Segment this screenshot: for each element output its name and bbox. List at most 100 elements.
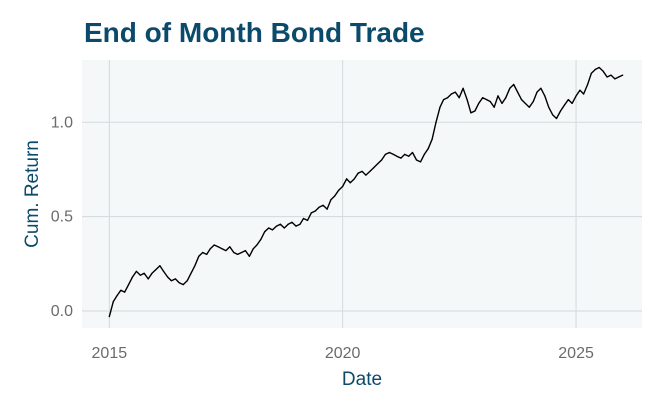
data-point	[478, 102, 480, 104]
data-point	[306, 219, 309, 221]
data-point	[275, 225, 278, 227]
data-point	[361, 170, 363, 172]
data-point	[124, 291, 126, 293]
data-point	[501, 102, 503, 104]
data-point	[466, 99, 468, 101]
data-point	[283, 227, 285, 229]
data-point	[174, 278, 176, 280]
data-point	[264, 231, 266, 233]
data-point	[587, 83, 589, 86]
data-point	[458, 97, 460, 99]
data-point	[606, 76, 608, 78]
y-axis-title: Cum. Return	[22, 140, 43, 248]
data-point	[563, 104, 565, 106]
data-point	[520, 99, 523, 101]
data-point	[322, 204, 324, 206]
x-axis-title: Date	[342, 369, 382, 390]
data-point	[330, 199, 332, 201]
data-point	[178, 282, 180, 284]
data-point	[528, 106, 530, 108]
data-point	[505, 97, 507, 99]
data-point	[415, 159, 418, 161]
data-point	[614, 78, 616, 80]
data-point	[287, 223, 289, 225]
data-point	[295, 225, 297, 227]
data-point	[590, 72, 593, 74]
data-point	[610, 74, 612, 76]
chart-title: End of Month Bond Trade	[84, 17, 425, 48]
data-point	[213, 244, 215, 246]
data-point	[120, 289, 122, 291]
data-point	[190, 272, 192, 274]
series-layer	[108, 66, 624, 318]
data-point	[384, 153, 386, 155]
data-point	[454, 91, 456, 93]
data-point	[159, 265, 161, 267]
data-point	[408, 155, 410, 157]
data-point	[353, 178, 355, 180]
data-point	[513, 83, 515, 86]
data-point	[462, 87, 464, 89]
data-point	[241, 251, 243, 254]
data-point	[170, 280, 172, 282]
data-point	[225, 250, 227, 252]
data-point	[182, 284, 184, 286]
gridlines	[82, 60, 642, 328]
data-point	[552, 114, 554, 116]
data-point	[108, 316, 110, 318]
data-point	[167, 276, 169, 278]
data-point	[497, 95, 499, 97]
data-point	[116, 295, 118, 297]
data-point	[381, 159, 383, 161]
data-point	[112, 301, 114, 303]
y-tick-label: 0.0	[51, 303, 73, 320]
data-point	[392, 153, 394, 155]
data-point	[400, 157, 402, 159]
data-point	[411, 151, 414, 154]
data-point	[583, 93, 585, 95]
data-point	[482, 97, 484, 99]
data-point	[450, 93, 452, 95]
data-point	[446, 97, 449, 99]
data-point	[474, 110, 476, 112]
data-point	[373, 167, 375, 169]
data-point	[128, 284, 130, 286]
data-point	[435, 121, 437, 123]
data-point	[155, 268, 157, 271]
plot-panel	[82, 60, 642, 328]
data-point	[548, 106, 550, 108]
x-tick-label: 2015	[92, 345, 128, 362]
data-point	[571, 102, 573, 104]
data-point	[248, 255, 250, 257]
data-point	[139, 274, 141, 276]
data-point	[493, 106, 495, 108]
y-tick-label: 0.5	[51, 209, 73, 226]
data-point	[555, 117, 558, 120]
data-point	[540, 87, 542, 89]
data-point	[579, 89, 581, 91]
data-point	[536, 91, 538, 93]
data-point	[202, 251, 204, 254]
data-point	[260, 238, 262, 240]
data-point	[326, 208, 328, 210]
data-point	[131, 276, 134, 278]
data-point	[198, 255, 200, 257]
data-point	[622, 74, 624, 76]
data-point	[567, 99, 569, 101]
data-point	[365, 174, 367, 176]
data-point	[377, 163, 379, 165]
data-point	[279, 223, 281, 225]
data-point	[147, 278, 149, 280]
data-point	[594, 68, 597, 70]
data-point	[575, 95, 577, 97]
data-point	[299, 223, 301, 225]
data-point	[470, 112, 472, 114]
data-point	[206, 253, 208, 255]
data-point	[318, 206, 320, 208]
data-point	[443, 99, 445, 101]
data-point	[427, 148, 429, 150]
x-tick-label: 2025	[558, 345, 594, 362]
y-axis-ticks: 0.0 0.5 1.0	[51, 114, 73, 320]
data-point	[310, 212, 312, 214]
data-point	[271, 229, 274, 231]
